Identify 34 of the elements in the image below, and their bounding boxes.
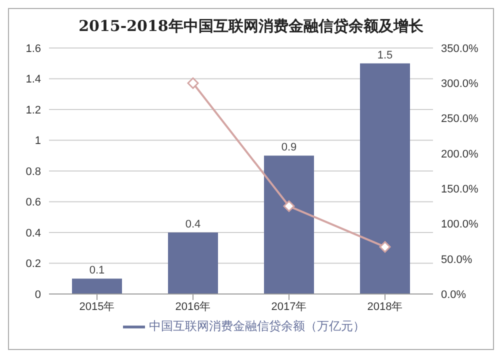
data-label: 0.9: [281, 142, 297, 154]
y-tick-label: 0.8: [26, 166, 41, 178]
y2-tick-label: 350.0%: [441, 42, 479, 55]
bar: [168, 232, 218, 294]
point: [379, 241, 391, 253]
legend-label: 中国互联网消费金融信贷余额（万亿元）: [149, 319, 365, 334]
bar: [360, 63, 410, 294]
y2-tick-label: 200.0%: [441, 148, 479, 160]
x-tick-label: 2016年: [175, 300, 211, 313]
y2-tick-label: 300.0%: [441, 78, 479, 90]
y2-tick-label: 100.0%: [441, 218, 479, 231]
data-label: 1.5: [377, 49, 393, 62]
point: [187, 77, 199, 89]
chart-title: 2015-2018年中国互联网消费金融信贷余额及增长: [78, 17, 424, 36]
y-tick-label: 0.2: [26, 258, 41, 270]
y2-tick-label: 50.0%: [441, 254, 472, 266]
y-tick-label: 0: [34, 288, 41, 301]
data-label: 0.1: [89, 264, 105, 277]
y-tick-label: 1.4: [26, 74, 41, 86]
y-tick-label: 1.2: [26, 104, 41, 116]
y-tick-label: 1.6: [26, 42, 41, 55]
data-label: 0.4: [185, 218, 201, 230]
x-tick-label: 2017年: [271, 300, 307, 313]
bar: [72, 278, 122, 294]
y2-tick-label: 250.0%: [441, 113, 479, 126]
x-tick-label: 2015年: [79, 300, 115, 313]
y-tick-label: 0.4: [26, 227, 41, 240]
point: [283, 200, 295, 212]
y-tick-label: 0.6: [26, 196, 41, 209]
y2-tick-label: 0.0%: [441, 288, 466, 301]
y2-tick-label: 150.0%: [441, 183, 479, 196]
x-tick-label: 2018年: [367, 300, 403, 313]
y-tick-label: 1: [34, 135, 41, 148]
bar: [264, 156, 314, 294]
